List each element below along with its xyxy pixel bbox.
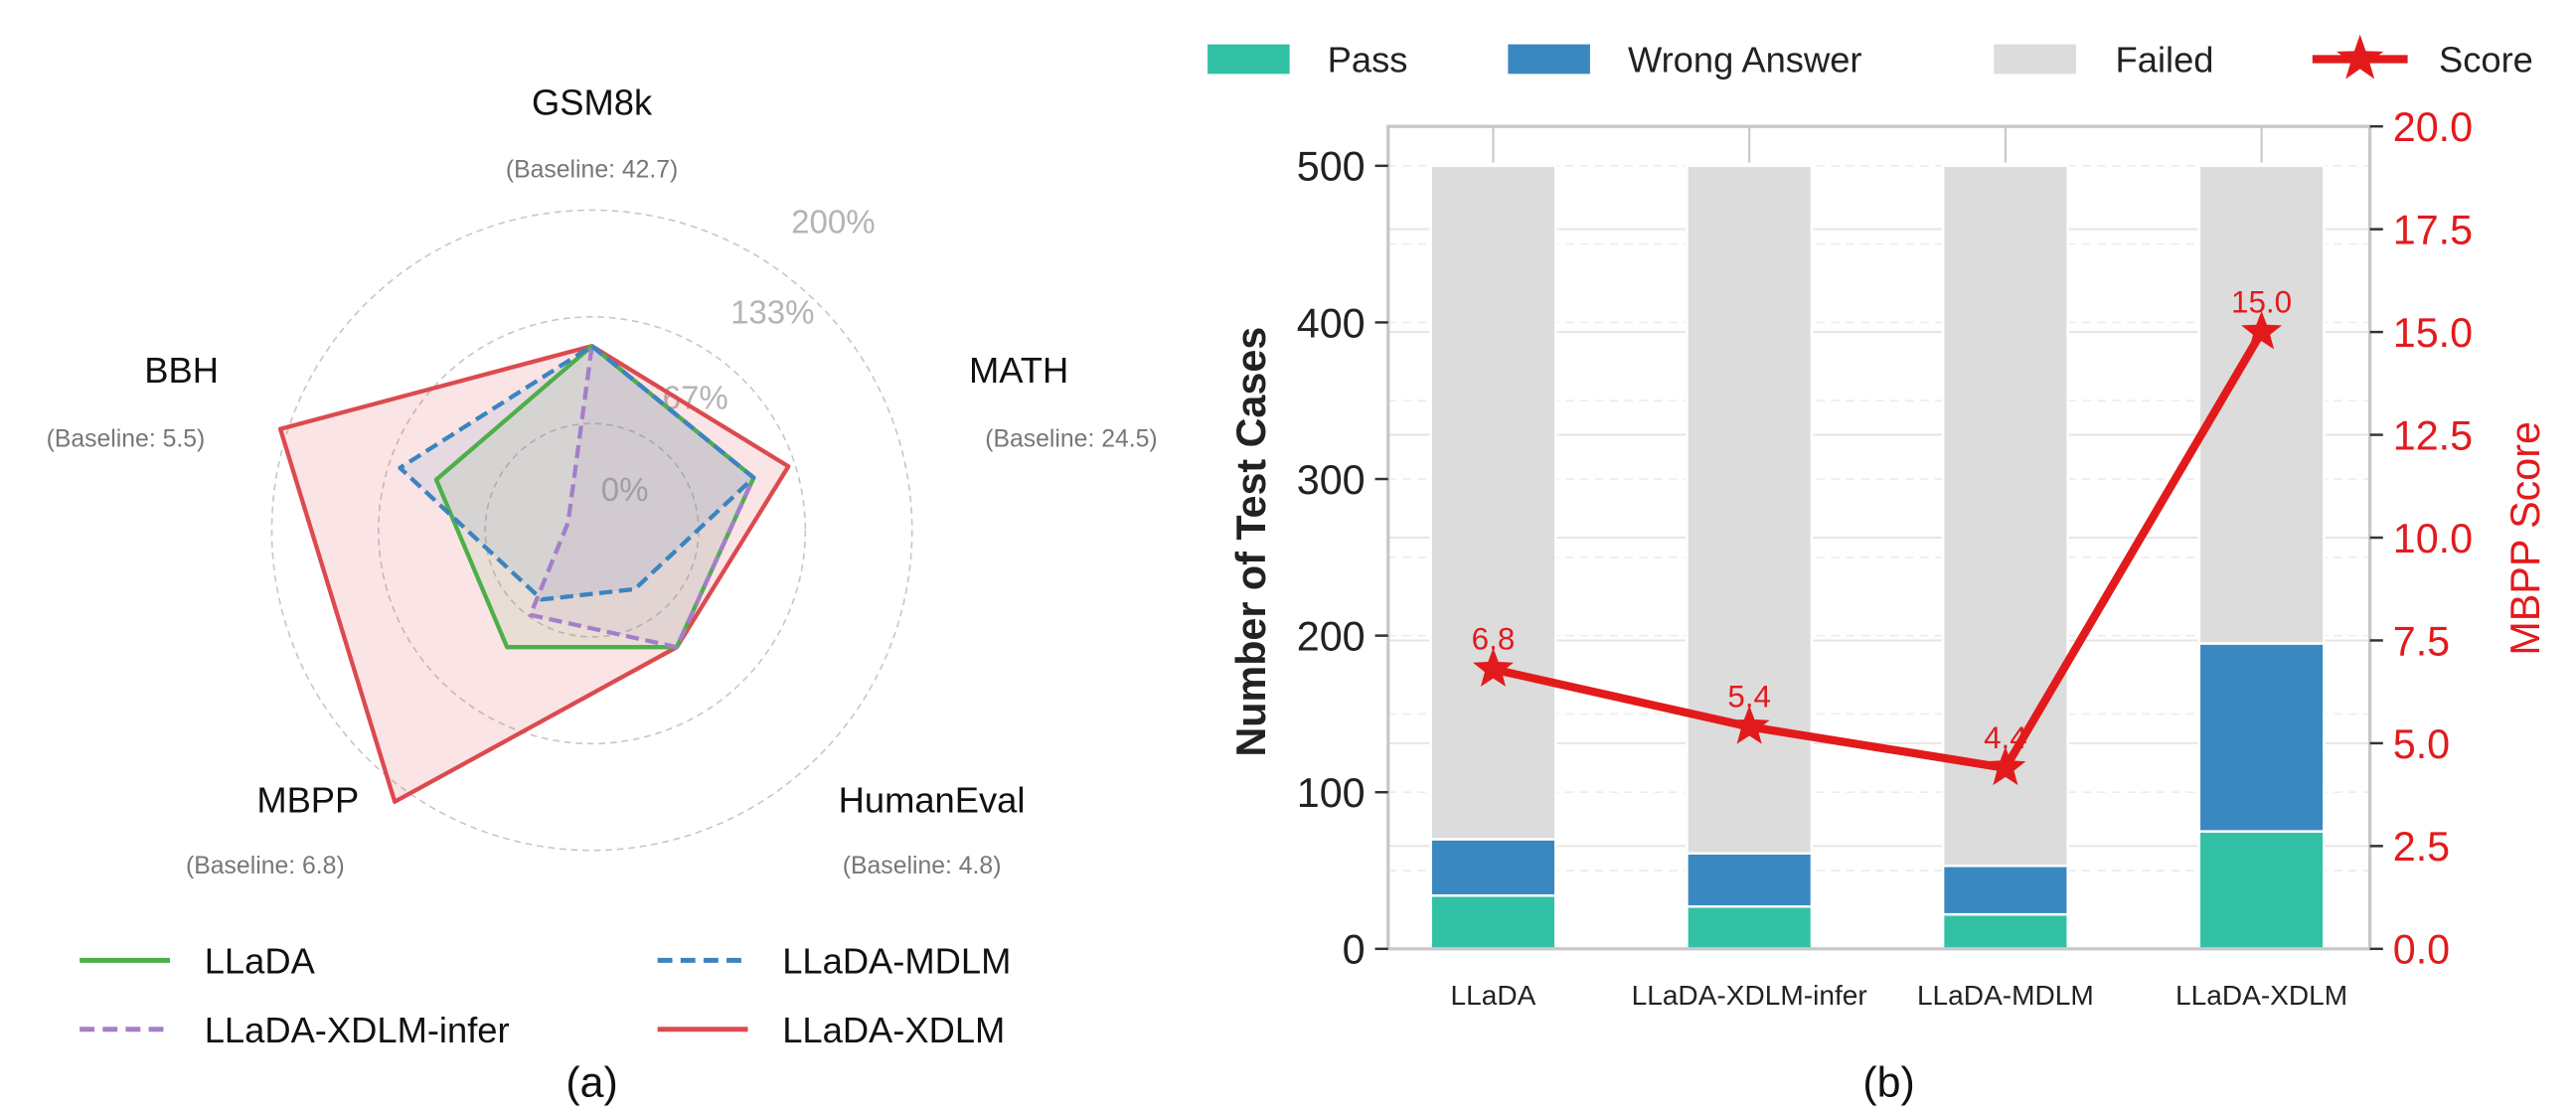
legend-swatch-wrong-answer: [1508, 44, 1590, 75]
y2-axis-label: MBPP Score: [2502, 421, 2548, 656]
legend-swatch-pass: [1208, 44, 1290, 75]
legend-label: LLaDA-MDLM: [782, 941, 1011, 982]
series-line-llada-mdlm: [398, 344, 756, 602]
y-tick-label: 200: [1297, 613, 1366, 659]
y2-tick-label: 12.5: [2393, 412, 2473, 458]
bar-pass: [1941, 912, 2069, 951]
radar-chart: 0%67%133%200%GSM8k(Baseline: 42.7)MATH(B…: [47, 82, 1158, 1107]
bar-wrong-answer: [2197, 642, 2326, 833]
score-data-label: 15.0: [2231, 284, 2292, 319]
legend-swatch-failed: [1994, 44, 2076, 75]
y-tick-label: 100: [1297, 770, 1366, 816]
axis-label-humaneval: HumanEval: [839, 780, 1026, 821]
axis-label-mbpp: MBPP: [256, 780, 359, 821]
score-data-label: 6.8: [1472, 622, 1516, 657]
series-line-llada-xdlm-infer: [528, 344, 756, 650]
score-star-marker: [1728, 705, 1770, 744]
axis-label-bbh: BBH: [144, 350, 219, 391]
score-data-label: 5.4: [1727, 680, 1771, 715]
y-tick-label: 300: [1297, 457, 1366, 503]
legend-label: Pass: [1328, 40, 1408, 80]
bar-pass: [2197, 830, 2326, 951]
baseline-label: (Baseline: 42.7): [506, 156, 678, 183]
ring-label: 0%: [601, 471, 649, 508]
bar-failed: [1429, 164, 1557, 841]
series-line-llada-xdlm: [277, 344, 791, 804]
axis-label-math: MATH: [969, 350, 1068, 391]
bar-failed: [1686, 164, 1814, 855]
score-star-marker: [1473, 648, 1514, 687]
y2-tick-label: 2.5: [2393, 824, 2450, 870]
legend-label: Wrong Answer: [1628, 40, 1862, 80]
score-star-marker: [1985, 746, 2026, 786]
x-tick-label: LLaDA-MDLM: [1917, 980, 2094, 1011]
y2-tick-label: 10.0: [2393, 516, 2473, 561]
series-line-llada: [433, 344, 756, 650]
baseline-label: (Baseline: 5.5): [47, 425, 206, 452]
score-star-marker: [2241, 310, 2283, 350]
bar-wrong-answer: [1941, 865, 2069, 916]
y2-tick-label: 5.0: [2393, 721, 2450, 767]
legend-label: LLaDA-XDLM: [782, 1010, 1005, 1050]
series-fill-llada-xdlm: [280, 346, 789, 802]
y2-tick-label: 7.5: [2393, 618, 2450, 664]
x-tick-label: LLaDA-XDLM: [2175, 980, 2347, 1011]
bar-pass: [1429, 893, 1557, 951]
baseline-label: (Baseline: 4.8): [843, 853, 1002, 879]
y-tick-label: 500: [1297, 144, 1366, 190]
legend-star-icon: [2336, 34, 2384, 80]
panel-label-a: (a): [565, 1058, 617, 1106]
stacked-bar-chart: LLaDA LLaDA-XDLM-infer LLaDA-MDLM LLaDA-XDL…: [1208, 34, 2548, 1106]
y2-tick-label: 15.0: [2393, 310, 2473, 356]
series-fill-llada: [435, 346, 754, 648]
y2-tick-label: 0.0: [2393, 927, 2450, 973]
legend-label: LLaDA: [205, 941, 316, 982]
grid-ring: [378, 315, 807, 745]
series-fill-llada-xdlm-infer: [530, 346, 754, 648]
axis-label-gsm8k: GSM8k: [532, 82, 653, 123]
y2-tick-label: 20.0: [2393, 104, 2473, 150]
ring-label: 200%: [791, 204, 875, 240]
legend-label: Score: [2439, 40, 2533, 80]
baseline-label: (Baseline: 24.5): [985, 425, 1157, 452]
y-tick-label: 400: [1297, 300, 1366, 346]
x-tick-label: LLaDA: [1451, 980, 1536, 1011]
legend-label: LLaDA-XDLM-infer: [205, 1010, 510, 1050]
y-tick-label: 0: [1343, 927, 1366, 973]
score-line: [1492, 330, 2266, 772]
ring-label: 133%: [730, 293, 814, 330]
panel-label-b: (b): [1862, 1058, 1914, 1106]
x-tick-label: LLaDA-XDLM-infer: [1632, 980, 1867, 1011]
legend-label: Failed: [2116, 40, 2214, 80]
bar-pass: [1686, 905, 1814, 951]
y2-tick-label: 17.5: [2393, 208, 2473, 253]
bar-wrong-answer: [1429, 838, 1557, 897]
bar-wrong-answer: [1686, 852, 1814, 908]
baseline-label: (Baseline: 6.8): [186, 853, 345, 879]
score-data-label: 4.4: [1984, 720, 2027, 755]
grid-ring: [270, 209, 913, 852]
y-axis-label: Number of Test Cases: [1228, 327, 1274, 757]
